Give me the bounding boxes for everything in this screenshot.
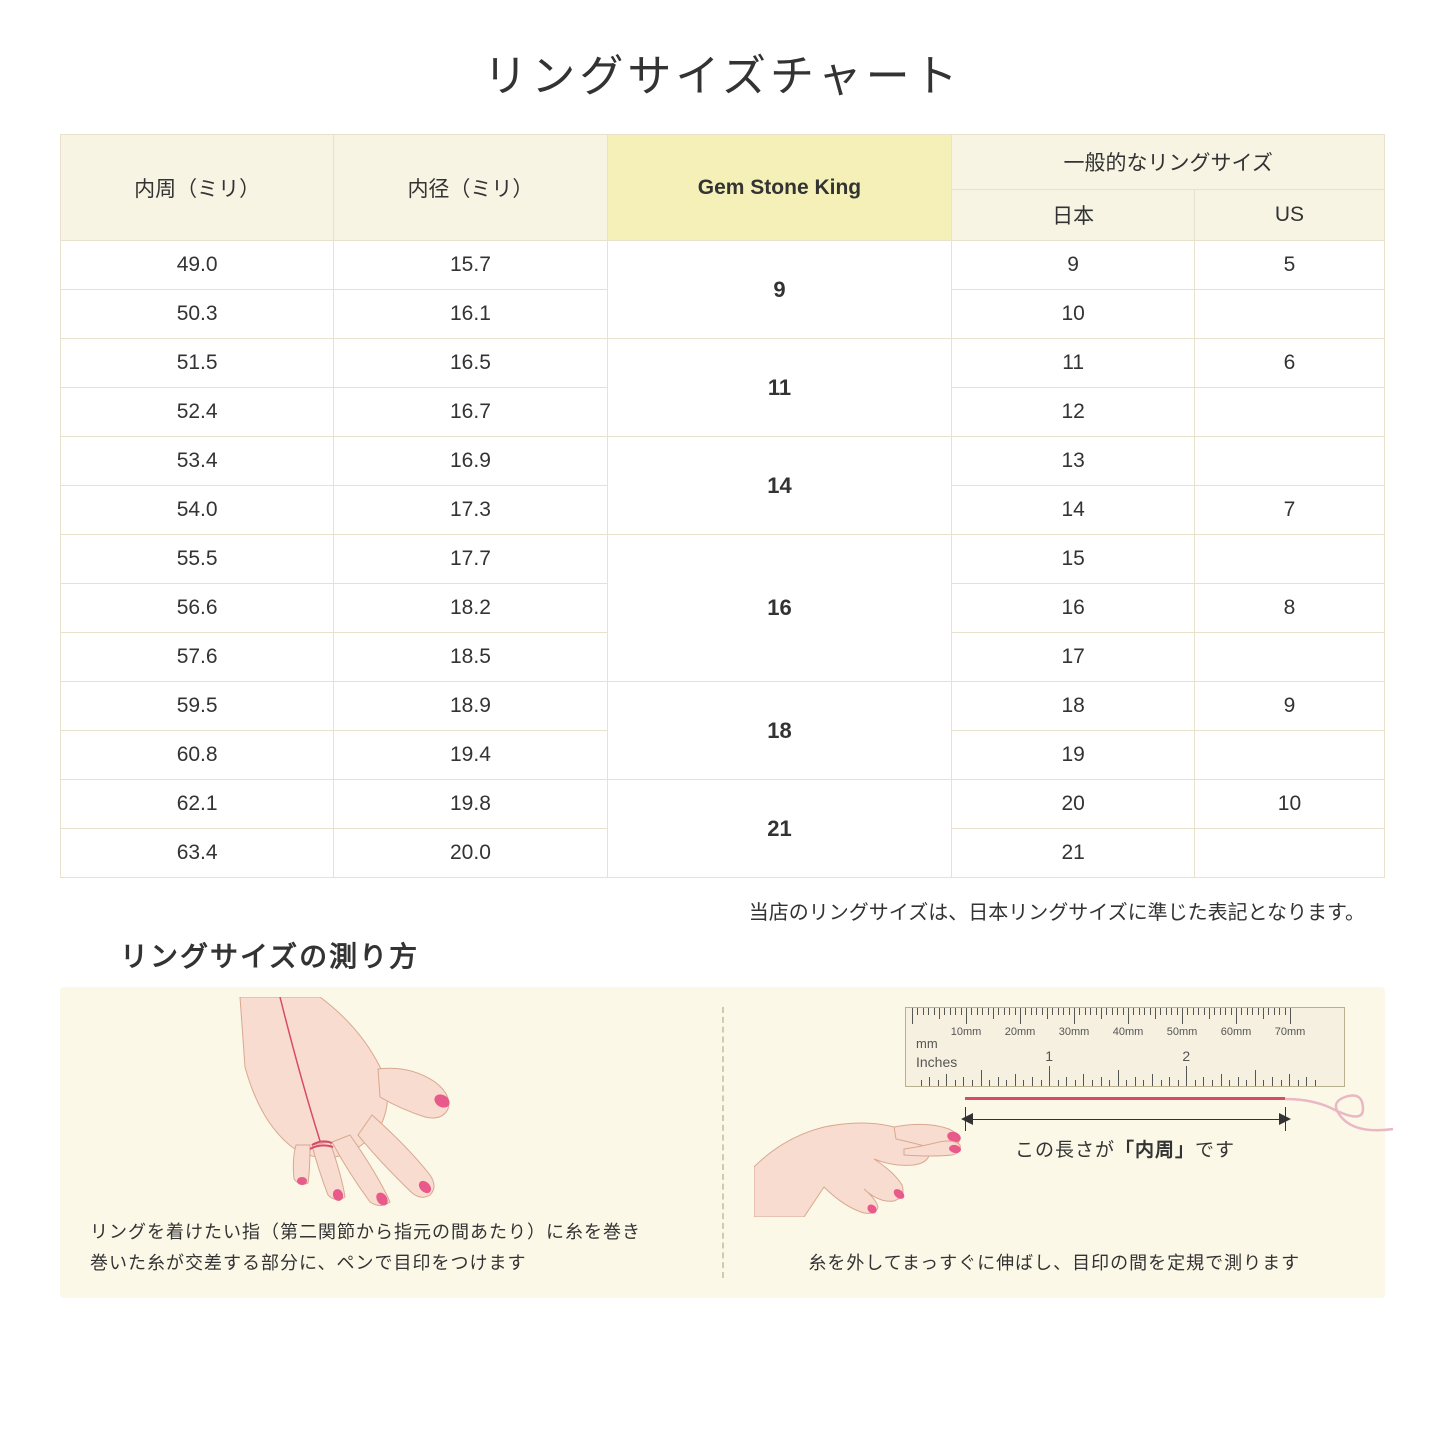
cell-gsk: 21 xyxy=(607,780,952,878)
cell-japan: 14 xyxy=(952,486,1195,535)
cell-gsk: 14 xyxy=(607,437,952,535)
col-diameter: 内径（ミリ） xyxy=(334,135,607,241)
cell-japan: 9 xyxy=(952,241,1195,290)
cell-circumference: 60.8 xyxy=(61,731,334,780)
hand-hold-icon xyxy=(754,1077,974,1217)
howto-right-caption: 糸を外してまっすぐに伸ばし、目印の間を定規で測ります xyxy=(754,1248,1356,1279)
howto-panel: リングを着けたい指（第二関節から指元の間あたり）に糸を巻き巻いた糸が交差する部分… xyxy=(60,987,1385,1298)
cell-circumference: 56.6 xyxy=(61,584,334,633)
cell-japan: 19 xyxy=(952,731,1195,780)
cell-diameter: 16.9 xyxy=(334,437,607,486)
cell-gsk: 11 xyxy=(607,339,952,437)
cell-diameter: 19.8 xyxy=(334,780,607,829)
col-gsk: Gem Stone King xyxy=(607,135,952,241)
cell-japan: 17 xyxy=(952,633,1195,682)
cell-diameter: 17.7 xyxy=(334,535,607,584)
hand-wrap-icon xyxy=(230,997,490,1207)
table-row: 59.518.918189 xyxy=(61,682,1385,731)
thread-curl-icon xyxy=(1283,1079,1403,1139)
cell-diameter: 16.5 xyxy=(334,339,607,388)
cell-japan: 12 xyxy=(952,388,1195,437)
cell-diameter: 15.7 xyxy=(334,241,607,290)
cell-circumference: 59.5 xyxy=(61,682,334,731)
howto-left-caption: リングを着けたい指（第二関節から指元の間あたり）に糸を巻き巻いた糸が交差する部分… xyxy=(90,1217,692,1278)
cell-circumference: 52.4 xyxy=(61,388,334,437)
col-circumference: 内周（ミリ） xyxy=(61,135,334,241)
cell-us xyxy=(1194,829,1384,878)
cell-diameter: 17.3 xyxy=(334,486,607,535)
howto-left: リングを着けたい指（第二関節から指元の間あたり）に糸を巻き巻いた糸が交差する部分… xyxy=(90,1007,692,1278)
ruler-icon: mm Inches 10mm20mm30mm40mm50mm60mm70mm12… xyxy=(905,1007,1345,1087)
cell-circumference: 63.4 xyxy=(61,829,334,878)
cell-us xyxy=(1194,535,1384,584)
cell-us xyxy=(1194,437,1384,486)
table-row: 55.517.71615 xyxy=(61,535,1385,584)
cell-circumference: 51.5 xyxy=(61,339,334,388)
table-row: 62.119.8212010 xyxy=(61,780,1385,829)
cell-circumference: 50.3 xyxy=(61,290,334,339)
cell-us xyxy=(1194,633,1384,682)
cell-japan: 20 xyxy=(952,780,1195,829)
cell-diameter: 18.2 xyxy=(334,584,607,633)
cell-us xyxy=(1194,290,1384,339)
howto-title: リングサイズの測り方 xyxy=(120,935,1385,975)
table-row: 51.516.511116 xyxy=(61,339,1385,388)
cell-diameter: 18.5 xyxy=(334,633,607,682)
arrow-label: この長さが「内周」です xyxy=(965,1135,1285,1162)
cell-circumference: 62.1 xyxy=(61,780,334,829)
table-row: 53.416.91413 xyxy=(61,437,1385,486)
cell-diameter: 16.1 xyxy=(334,290,607,339)
thread-icon xyxy=(965,1097,1285,1100)
cell-gsk: 18 xyxy=(607,682,952,780)
cell-japan: 11 xyxy=(952,339,1195,388)
cell-us: 5 xyxy=(1194,241,1384,290)
cell-us xyxy=(1194,388,1384,437)
col-general: 一般的なリングサイズ xyxy=(952,135,1385,190)
cell-diameter: 18.9 xyxy=(334,682,607,731)
cell-diameter: 20.0 xyxy=(334,829,607,878)
ruler-mm-label: mm xyxy=(916,1036,938,1051)
cell-circumference: 55.5 xyxy=(61,535,334,584)
table-row: 49.015.7995 xyxy=(61,241,1385,290)
cell-japan: 15 xyxy=(952,535,1195,584)
col-us: US xyxy=(1194,190,1384,241)
table-note: 当店のリングサイズは、日本リングサイズに準じた表記となります。 xyxy=(60,896,1365,925)
cell-us: 8 xyxy=(1194,584,1384,633)
cell-diameter: 19.4 xyxy=(334,731,607,780)
howto-right: mm Inches 10mm20mm30mm40mm50mm60mm70mm12… xyxy=(754,1007,1356,1278)
cell-japan: 13 xyxy=(952,437,1195,486)
ruler-inches-label: Inches xyxy=(916,1054,957,1070)
cell-us: 10 xyxy=(1194,780,1384,829)
page-title: リングサイズチャート xyxy=(60,40,1385,104)
cell-circumference: 53.4 xyxy=(61,437,334,486)
arrow-line xyxy=(967,1119,1283,1120)
cell-circumference: 54.0 xyxy=(61,486,334,535)
cell-japan: 18 xyxy=(952,682,1195,731)
cell-japan: 10 xyxy=(952,290,1195,339)
cell-japan: 21 xyxy=(952,829,1195,878)
cell-diameter: 16.7 xyxy=(334,388,607,437)
arrow-right-icon xyxy=(1279,1113,1291,1125)
cell-circumference: 57.6 xyxy=(61,633,334,682)
cell-us xyxy=(1194,731,1384,780)
cell-us: 6 xyxy=(1194,339,1384,388)
cell-circumference: 49.0 xyxy=(61,241,334,290)
cell-gsk: 9 xyxy=(607,241,952,339)
cell-japan: 16 xyxy=(952,584,1195,633)
col-japan: 日本 xyxy=(952,190,1195,241)
howto-divider xyxy=(722,1007,724,1278)
cell-us: 9 xyxy=(1194,682,1384,731)
cell-gsk: 16 xyxy=(607,535,952,682)
cell-us: 7 xyxy=(1194,486,1384,535)
ring-size-table: 内周（ミリ） 内径（ミリ） Gem Stone King 一般的なリングサイズ … xyxy=(60,134,1385,878)
